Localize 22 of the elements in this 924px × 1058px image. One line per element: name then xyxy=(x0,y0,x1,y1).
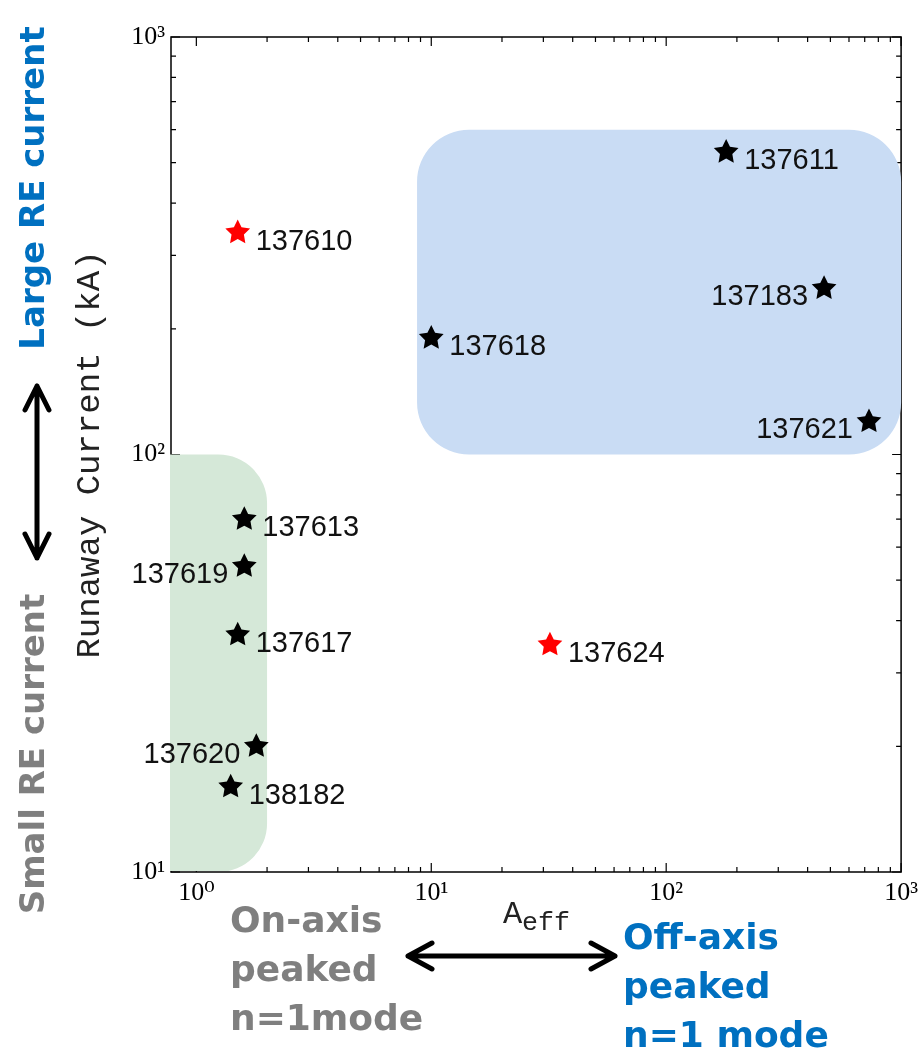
text: Off-axis peaked n=1 mode xyxy=(623,915,830,1057)
annotation: 137610 xyxy=(255,223,353,256)
y-tick-label: 10¹ xyxy=(131,855,165,885)
annotation: 137620 xyxy=(143,737,241,770)
annotation: 137613 xyxy=(262,510,360,543)
annotation: 137621 xyxy=(756,412,853,445)
annotation: 137617 xyxy=(255,625,353,658)
x-tick-label: 10² xyxy=(649,877,684,907)
annotation: 137619 xyxy=(131,557,229,590)
annotation: 137611 xyxy=(744,143,839,176)
x-tick-label: 10⁰ xyxy=(178,877,215,907)
annotation: 137618 xyxy=(449,329,547,362)
text: Large RE current xyxy=(12,26,53,350)
x-tick-label: 10³ xyxy=(884,877,919,907)
annotation: 137624 xyxy=(567,635,665,668)
x-axis-title: A$_{eff}$ xyxy=(502,896,571,939)
annotation: 137183 xyxy=(711,279,809,312)
annotation: 138182 xyxy=(248,777,346,810)
y-axis-title: Runaway Current (kA) xyxy=(71,250,110,659)
y-tick-label: 10³ xyxy=(131,20,166,50)
text: Small RE current xyxy=(12,593,53,915)
y-tick-label: 10² xyxy=(131,438,166,468)
